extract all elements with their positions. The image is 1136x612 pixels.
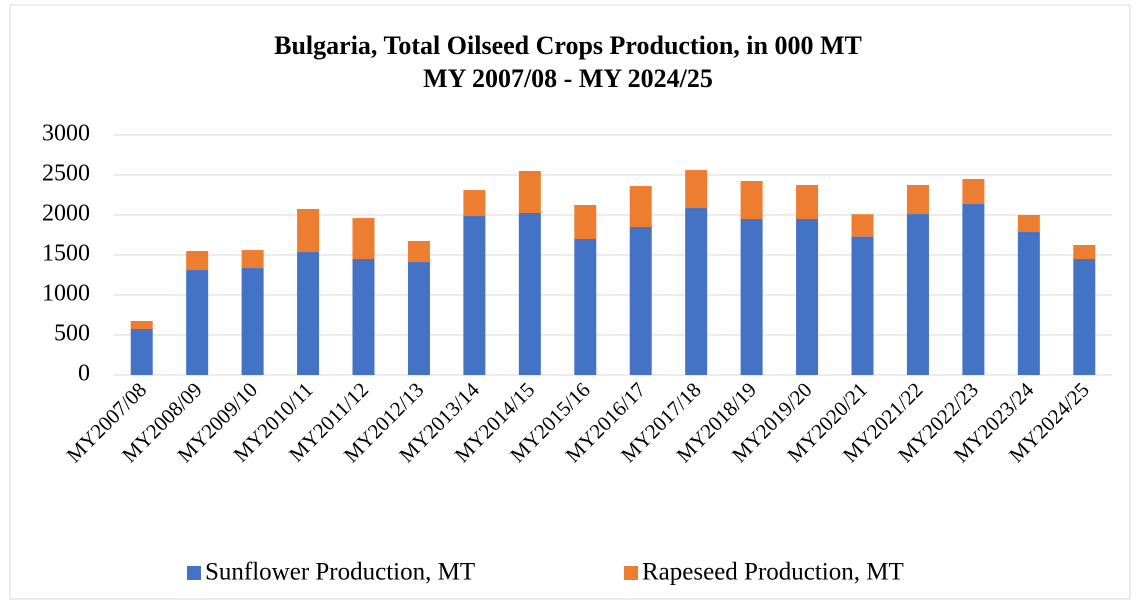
legend-label: Rapeseed Production, MT — [642, 559, 904, 586]
y-tick-label: 2000 — [42, 201, 90, 227]
bar-segment — [962, 179, 985, 205]
bar-segment — [906, 185, 929, 215]
bar-segment — [629, 186, 652, 227]
bar-segment — [297, 252, 320, 375]
bar-segment — [407, 262, 430, 375]
bar-segment — [796, 185, 819, 219]
bar-segment — [796, 219, 819, 375]
bar-segment — [574, 205, 597, 239]
bar-segment — [241, 250, 264, 269]
bar-segment — [186, 270, 209, 375]
bar-segment — [1073, 245, 1096, 259]
bar-segment — [1017, 215, 1040, 233]
bar-segment — [130, 329, 153, 375]
y-tick-label: 3000 — [42, 121, 90, 147]
bar-segment — [962, 204, 985, 375]
y-tick-label: 1000 — [42, 281, 90, 307]
chart-border — [9, 4, 1131, 600]
bar-segment — [629, 227, 652, 375]
bar-segment — [241, 268, 264, 375]
bar-segment — [574, 239, 597, 375]
bar-segment — [851, 214, 874, 237]
legend-label: Sunflower Production, MT — [205, 559, 475, 586]
bar-segment — [463, 216, 486, 375]
bar-segment — [685, 170, 708, 209]
y-tick-label: 0 — [78, 361, 90, 387]
bar-segment — [130, 321, 153, 329]
bar-segment — [463, 190, 486, 217]
y-tick-label: 2500 — [42, 161, 90, 187]
bar-segment — [1017, 232, 1040, 375]
bar-segment — [740, 181, 763, 219]
bar-segment — [407, 241, 430, 263]
legend-swatch — [187, 566, 201, 580]
bar-segment — [352, 218, 375, 259]
y-tick-label: 1500 — [42, 241, 90, 267]
bar-segment — [740, 219, 763, 375]
chart-subtitle: MY 2007/08 - MY 2024/25 — [423, 64, 713, 93]
bar-segment — [186, 251, 209, 271]
bar-segment — [297, 209, 320, 253]
bar-segment — [685, 208, 708, 375]
bar-segment — [851, 236, 874, 375]
legend-swatch — [624, 566, 638, 580]
bar-segment — [518, 213, 541, 375]
bar-segment — [518, 171, 541, 213]
chart-title: Bulgaria, Total Oilseed Crops Production… — [274, 31, 862, 60]
bar-segment — [1073, 259, 1096, 375]
bar-segment — [906, 214, 929, 375]
y-tick-label: 500 — [54, 321, 90, 347]
bar-segment — [352, 259, 375, 375]
